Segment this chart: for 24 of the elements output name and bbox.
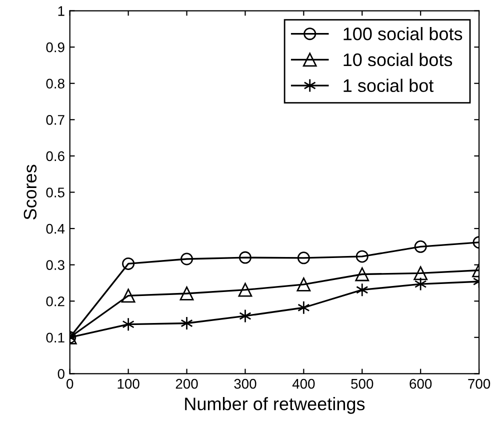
x-tick-label: 100	[118, 378, 140, 389]
x-tick-label: 600	[410, 378, 432, 389]
y-tick-label: 0.6	[46, 151, 64, 162]
x-tick-label: 300	[234, 378, 256, 389]
x-tick-label: 200	[176, 378, 198, 389]
y-tick-label: 0.2	[46, 296, 64, 306]
x-tick-label: 700	[468, 378, 490, 389]
y-tick-label: 0.5	[46, 188, 64, 198]
legend-label: 10 social bots	[344, 52, 452, 66]
x-tick-label: 500	[351, 378, 374, 389]
legend-label: 1 social bot	[344, 78, 434, 92]
x-tick-label: 400	[292, 378, 315, 389]
legend-label: 100 social bots	[344, 27, 462, 40]
y-tick-label: 0.8	[46, 78, 64, 89]
y-tick-label: 0	[58, 369, 64, 379]
y-tick-label: 0.9	[46, 42, 64, 52]
y-tick-label: 0.1	[46, 332, 64, 343]
y-axis-title: Scores	[24, 164, 37, 220]
y-tick-label: 0.3	[46, 260, 64, 270]
y-tick-label: 1	[58, 6, 64, 16]
y-tick-label: 0.7	[46, 115, 64, 125]
y-tick-label: 0.4	[46, 224, 65, 234]
x-axis-title: Number of retweetings	[185, 397, 365, 414]
x-tick-label: 0	[66, 378, 74, 389]
